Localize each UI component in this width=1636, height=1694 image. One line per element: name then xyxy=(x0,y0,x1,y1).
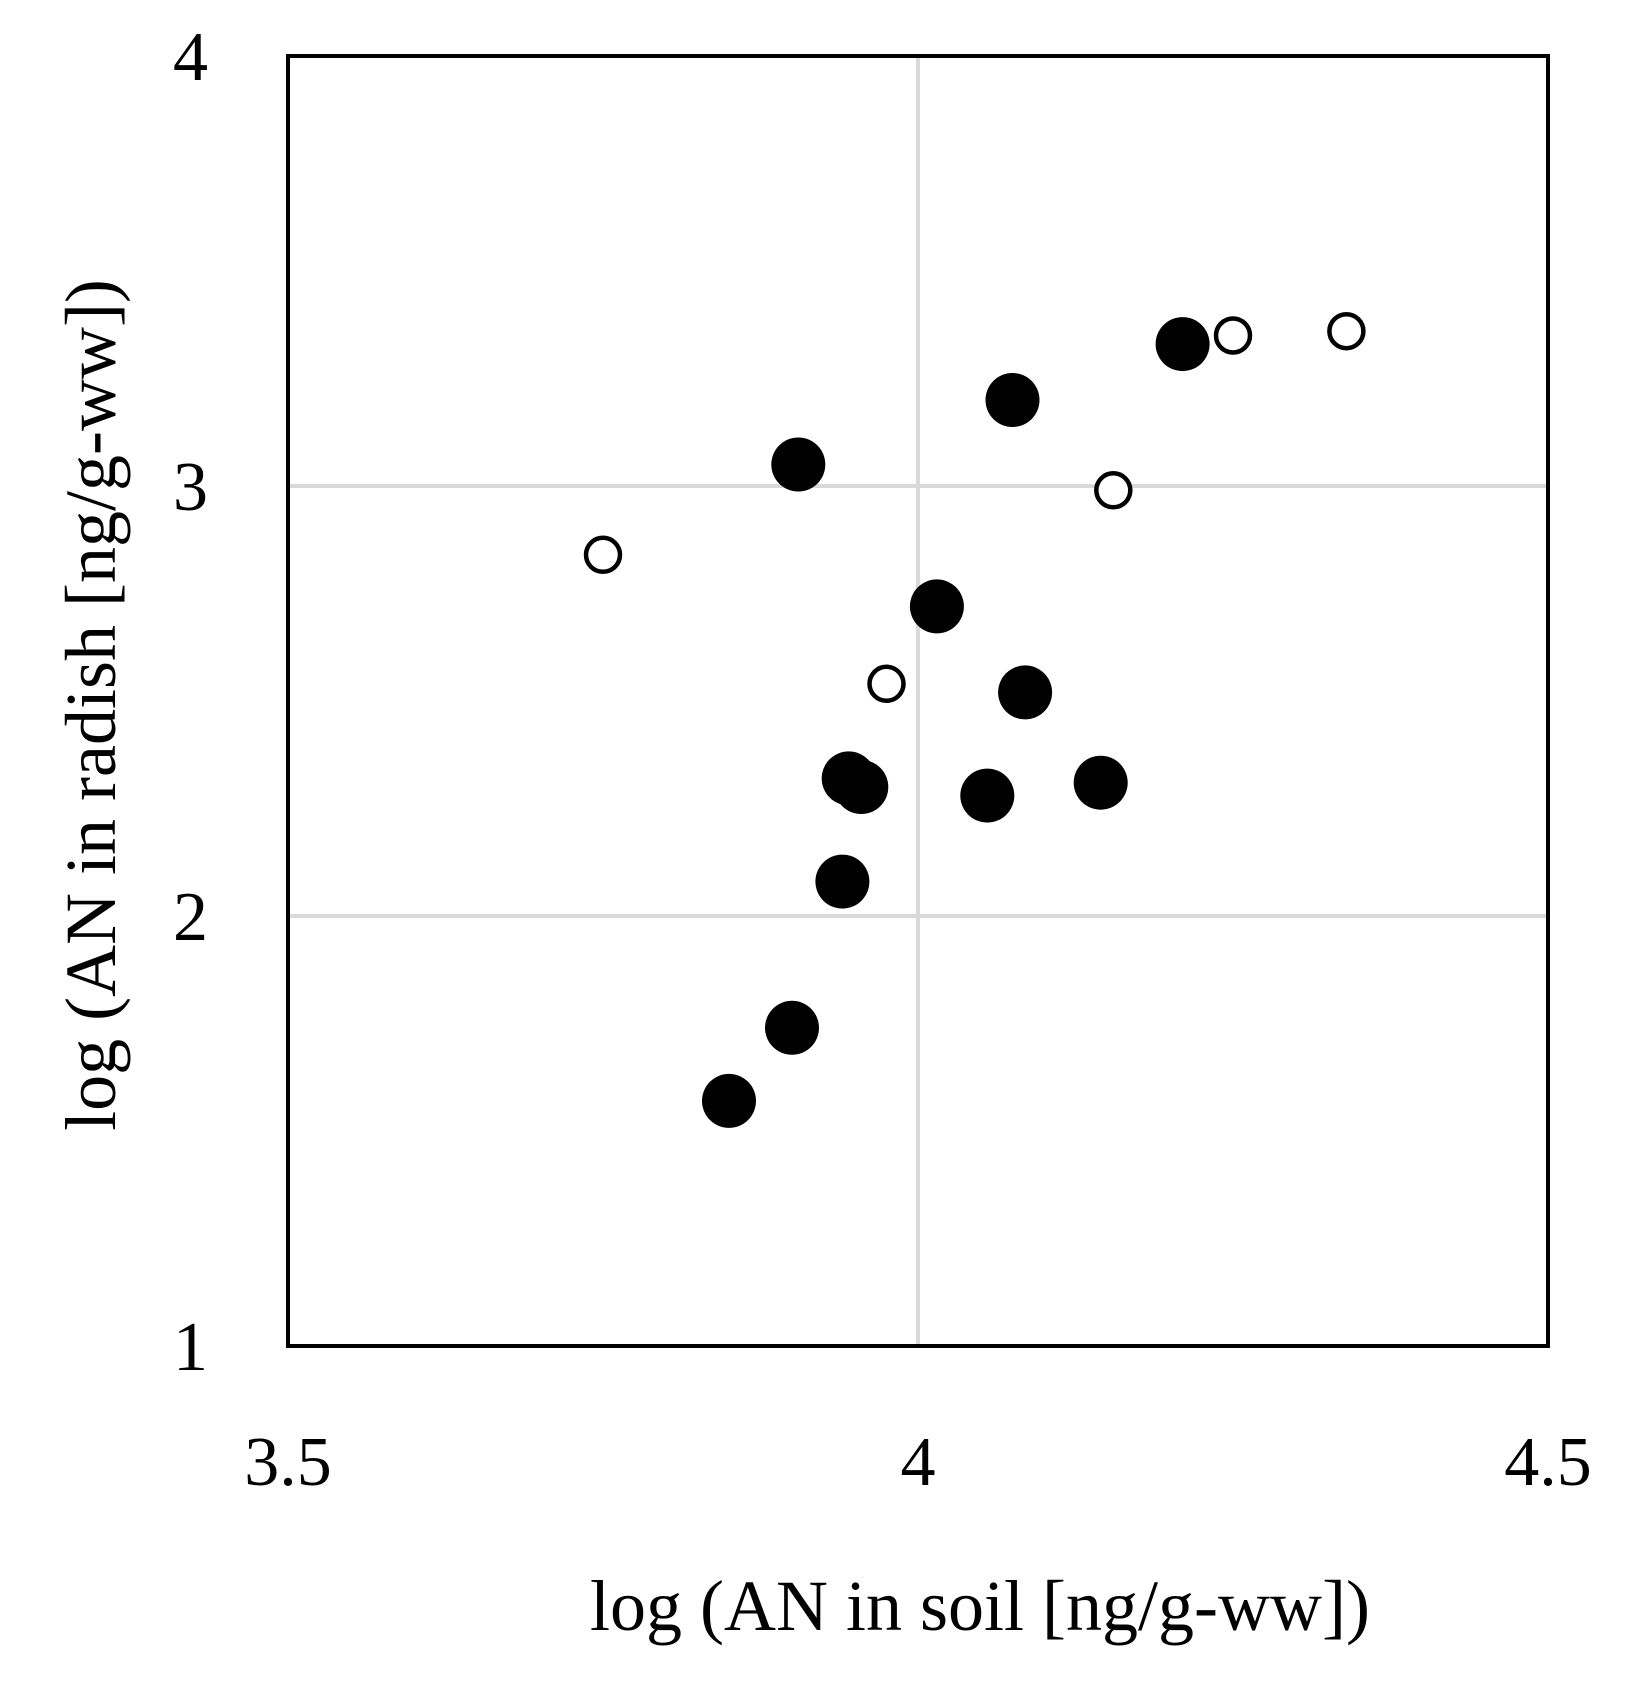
open-data-point xyxy=(1094,471,1133,510)
y-tick-label: 2 xyxy=(173,879,208,956)
data-points xyxy=(583,311,1366,1128)
x-tick-label: 4.5 xyxy=(1504,1424,1592,1501)
x-tick-label: 3.5 xyxy=(244,1424,332,1501)
grid-lines xyxy=(288,56,1548,1346)
filled-data-point xyxy=(985,373,1040,427)
plot-area-frame xyxy=(286,54,1550,1348)
filled-data-point xyxy=(909,579,964,634)
open-data-point xyxy=(583,535,623,575)
x-tick-labels: 3.5 4 4.5 xyxy=(244,1424,1592,1501)
y-tick-label: 4 xyxy=(173,19,208,96)
open-data-point xyxy=(1327,311,1366,351)
x-axis-label: log (AN in soil [ng/g-ww]) xyxy=(590,1566,1370,1646)
filled-data-point xyxy=(998,665,1053,720)
open-data-point xyxy=(1213,316,1253,355)
filled-data-point xyxy=(765,1000,819,1055)
filled-data-point xyxy=(1155,317,1210,372)
y-tick-label: 1 xyxy=(173,1309,208,1386)
filled-data-point xyxy=(1073,755,1128,810)
filled-data-point xyxy=(771,437,826,492)
filled-data-point xyxy=(834,760,889,814)
filled-data-point xyxy=(815,854,870,909)
open-data-point xyxy=(867,664,906,704)
filled-data-point xyxy=(702,1073,756,1128)
x-tick-label: 4 xyxy=(901,1424,936,1501)
y-axis-label: log (AN in radish [ng/g-ww]) xyxy=(51,279,131,1131)
y-tick-label: 3 xyxy=(173,449,208,526)
y-tick-labels: 1 2 3 4 xyxy=(173,19,208,1386)
filled-data-point xyxy=(960,768,1015,823)
